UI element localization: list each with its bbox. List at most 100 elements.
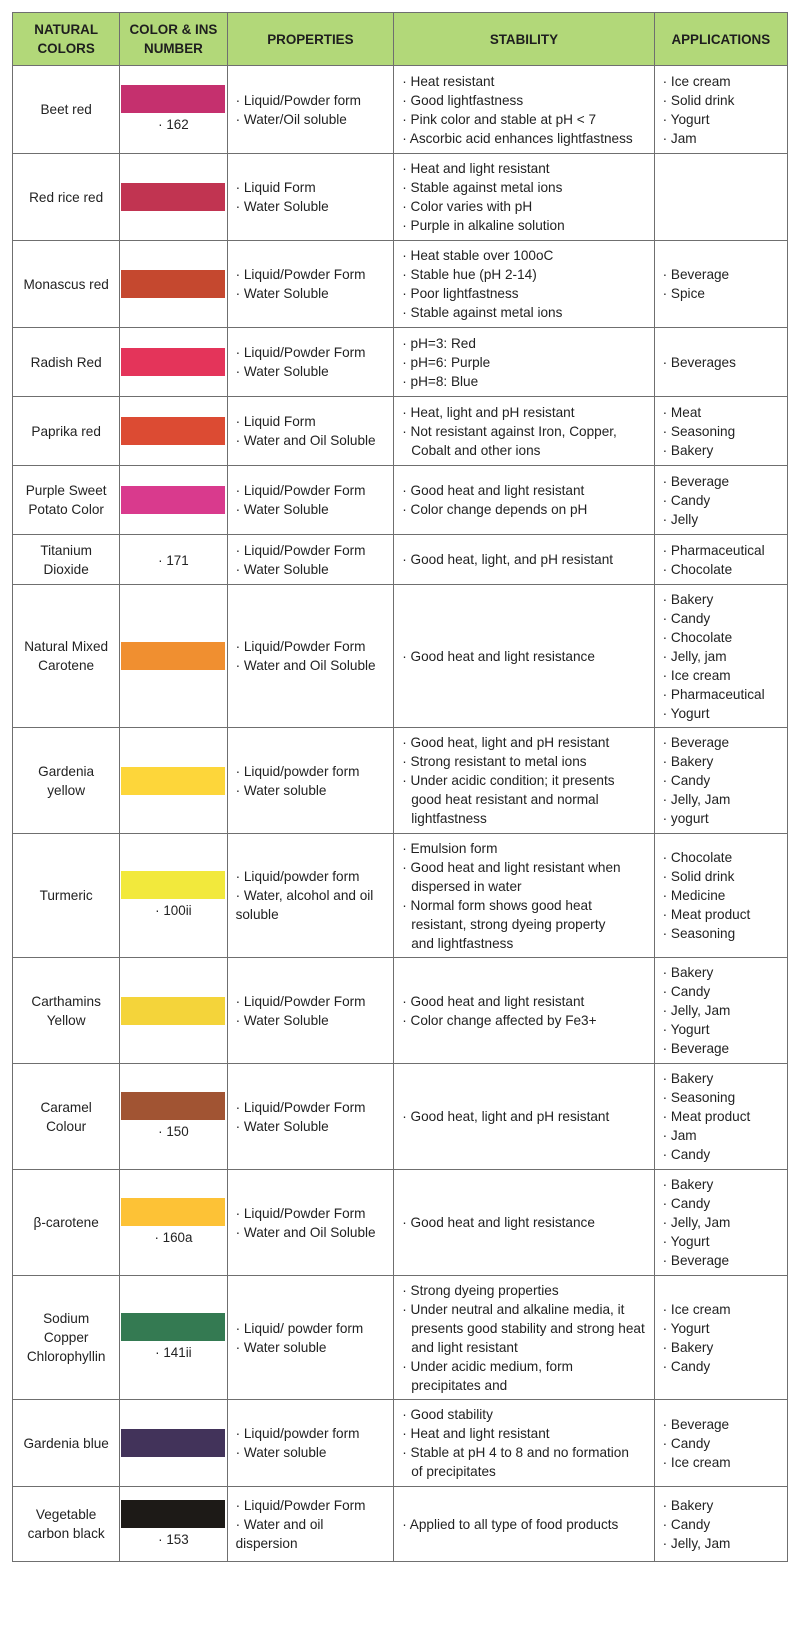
color-swatch: [121, 1429, 226, 1457]
application-line: · Meat product: [662, 1109, 751, 1124]
property-line: · Water Soluble: [235, 286, 329, 301]
color-swatch-cell: [119, 1399, 228, 1487]
stability-cell: · Strong dyeing properties · Under neutra…: [393, 1275, 655, 1400]
property-line: · Liquid/Powder Form: [235, 542, 366, 558]
color-name: Vegetable carbon black: [11, 1486, 121, 1562]
stability-line: · Stable against metal ions: [402, 180, 563, 195]
stability-line: · Stable against metal ions: [402, 305, 563, 320]
stability-line: · Under acidic condition; it presents: [402, 773, 615, 788]
application-line: · Beverage: [662, 1041, 730, 1056]
stability-cell: · Good heat, light and pH resistant · Str…: [393, 727, 655, 834]
application-line: · Jelly, Jam: [662, 1003, 731, 1018]
property-line: · Water and Oil Soluble: [235, 433, 376, 448]
application-line: · Jelly, Jam: [662, 1215, 731, 1230]
color-name: Natural Mixed Carotene: [11, 584, 121, 728]
application-line: · Candy: [662, 1147, 711, 1162]
color-name: Gardenia blue: [11, 1399, 121, 1487]
stability-line: · Poor lightfastness: [402, 286, 519, 301]
property-line: · Liquid/powder form: [235, 1426, 360, 1441]
color-name: Radish Red: [11, 327, 121, 397]
color-swatch: [121, 871, 226, 899]
stability-cell: · Applied to all type of food products: [393, 1486, 655, 1562]
color-swatch: [121, 348, 226, 376]
color-name: Carthamins Yellow: [11, 957, 121, 1064]
applications-cell: [653, 153, 789, 241]
color-swatch-cell: [119, 727, 228, 834]
property-line: soluble: [235, 907, 279, 922]
stability-line: lightfastness: [411, 811, 487, 826]
properties-cell: · Liquid/Powder Form · Water and oil dispe…: [226, 1486, 395, 1562]
color-swatch: [121, 270, 226, 298]
application-line: · Spice: [662, 286, 705, 301]
applications-cell: · Beverages: [653, 327, 789, 397]
properties-cell: · Liquid/Powder Form · Water and Oil Solu…: [226, 584, 395, 728]
property-line: · Liquid/ powder form: [235, 1320, 364, 1336]
table-row: Paprika red · Liquid Form · Water and Oil …: [11, 396, 789, 466]
color-swatch-cell: [119, 584, 228, 728]
table-row: Carthamins Yellow · Liquid/Powder Form · W…: [11, 957, 789, 1064]
property-line: · Water Soluble: [235, 199, 329, 214]
application-line: · Meat: [662, 404, 702, 420]
application-line: · Candy: [662, 1196, 711, 1211]
color-swatch: [121, 1313, 226, 1341]
color-name: Sodium Copper Chlorophyllin: [11, 1275, 121, 1400]
application-line: · Candy: [662, 492, 711, 508]
application-line: · Chocolate: [662, 850, 733, 865]
table-row: Monascus red · Liquid/Powder Form · Water …: [11, 240, 789, 328]
table-row: Purple Sweet Potato Color · Liquid/Powder…: [11, 465, 789, 535]
color-swatch: [121, 766, 226, 795]
stability-line: · Heat stable over 100oC: [402, 248, 554, 263]
property-line: · Water, alcohol and oil: [235, 888, 374, 903]
color-swatch-cell: · 150: [119, 1063, 228, 1170]
stability-cell: · Heat and light resistant · Stable again…: [393, 153, 655, 241]
application-line: · Yogurt: [662, 1022, 710, 1037]
color-swatch: [121, 183, 226, 211]
application-line: · Yogurt: [662, 1234, 710, 1249]
applications-cell: · Bakery · Candy · Jelly, Jam · Yogurt · Bev…: [653, 957, 789, 1064]
stability-line: of precipitates: [411, 1464, 496, 1479]
color-name: Purple Sweet Potato Color: [11, 465, 121, 535]
properties-cell: · Liquid Form · Water and Oil Soluble: [226, 396, 395, 466]
stability-line: · Good stability: [402, 1407, 493, 1422]
stability-cell: · Good heat and light resistance: [393, 1169, 655, 1276]
applications-cell: · Pharmaceutical · Chocolate: [653, 534, 789, 585]
application-line: · Candy: [662, 1516, 711, 1532]
property-line: dispersion: [235, 1535, 298, 1551]
stability-line: · Good heat, light and pH resistant: [402, 1109, 610, 1124]
properties-cell: · Liquid/powder form · Water, alcohol and…: [226, 833, 395, 958]
applications-cell: · Chocolate · Solid drink · Medicine · Meat…: [653, 833, 789, 958]
color-swatch-cell: [119, 396, 228, 466]
table-row: Gardenia yellow · Liquid/powder form · Wat…: [11, 727, 789, 834]
table-row: Turmeric · 100ii · Liquid/powder form · Wat…: [11, 833, 789, 958]
color-swatch-cell: · 171: [119, 534, 228, 585]
applications-cell: · Bakery · Seasoning · Meat product · Jam · …: [653, 1063, 789, 1170]
color-swatch-cell: [119, 327, 228, 397]
application-line: · Pharmaceutical: [662, 542, 765, 558]
property-line: · Water soluble: [235, 1339, 327, 1355]
application-line: · Jelly, jam: [662, 648, 727, 664]
stability-line: · Good heat and light resistant: [402, 993, 585, 1009]
application-line: · Beverage: [662, 267, 730, 282]
property-line: · Water Soluble: [235, 561, 329, 577]
header-stability: STABILITY: [393, 12, 655, 66]
application-line: · Bakery: [662, 1177, 714, 1192]
property-line: · Liquid/Powder Form: [235, 483, 366, 498]
color-swatch: [121, 85, 226, 113]
properties-cell: · Liquid/Powder Form · Water Soluble: [226, 534, 395, 585]
stability-cell: · Heat stable over 100oC · Stable hue (pH…: [393, 240, 655, 328]
application-line: · Beverage: [662, 473, 730, 489]
application-line: · Seasoning: [662, 1090, 736, 1105]
color-swatch-cell: [119, 465, 228, 535]
color-swatch-cell: [119, 957, 228, 1064]
stability-line: · Good heat, light, and pH resistant: [402, 552, 614, 567]
stability-cell: · Good heat, light and pH resistant: [393, 1063, 655, 1170]
color-name: Caramel Colour: [11, 1063, 121, 1170]
property-line: · Water and Oil Soluble: [235, 1224, 376, 1240]
property-line: · Liquid/Powder Form: [235, 1099, 366, 1115]
table-row: Titanium Dioxide · 171 · Liquid/Powder For…: [11, 534, 789, 585]
stability-line: · Purple in alkaline solution: [402, 218, 565, 233]
properties-cell: · Liquid/Powder Form · Water Soluble: [226, 465, 395, 535]
stability-line: · pH=3: Red: [402, 335, 476, 351]
color-name: Monascus red: [11, 240, 121, 328]
stability-line: and lightfastness: [411, 935, 514, 951]
